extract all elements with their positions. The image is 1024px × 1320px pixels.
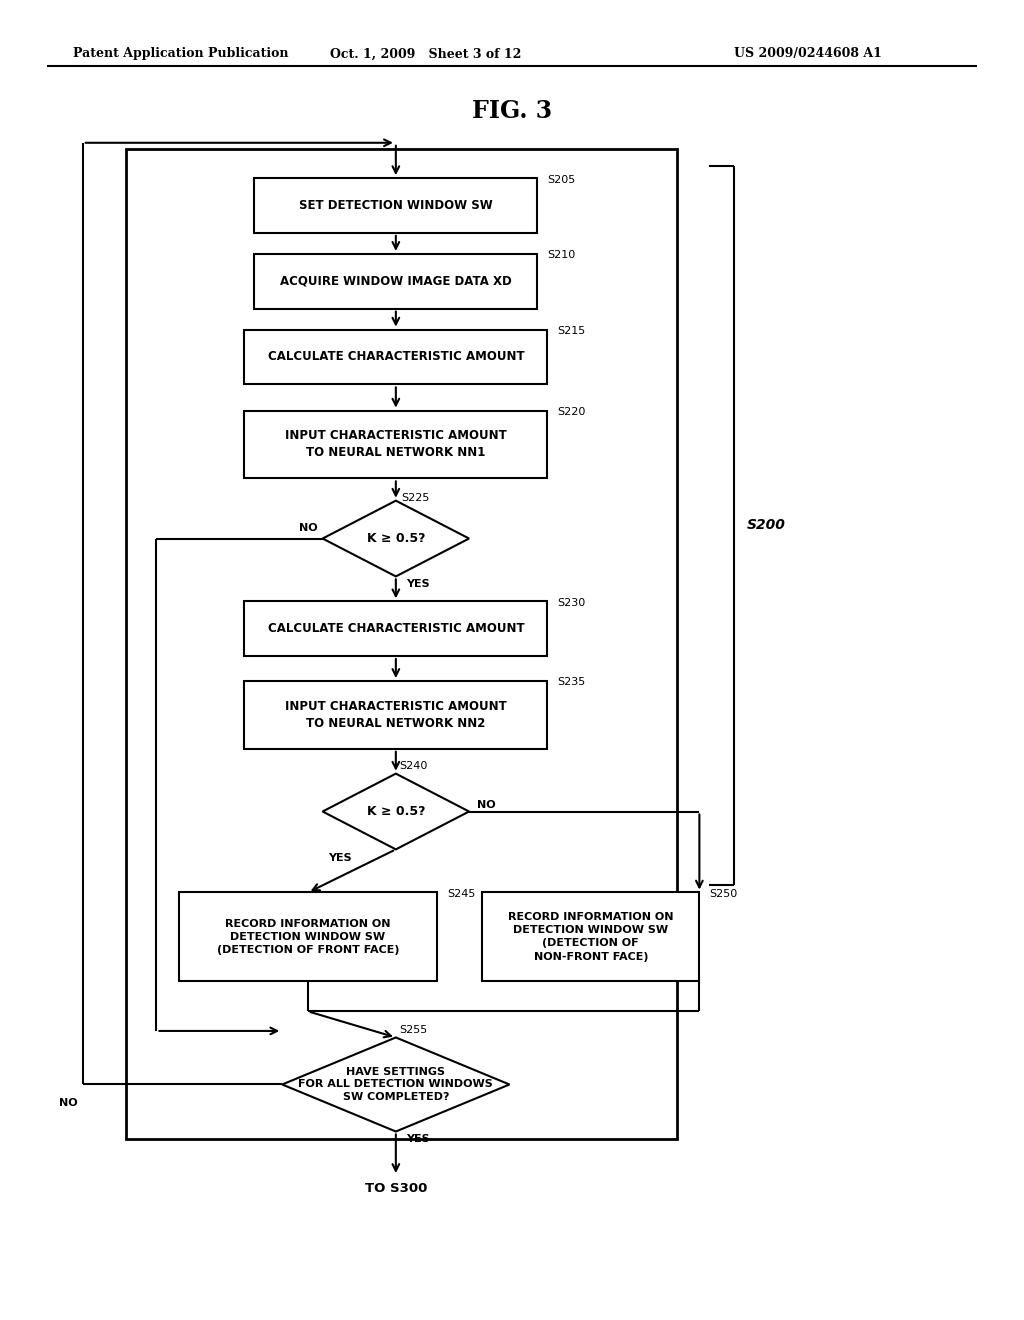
Text: CALCULATE CHARACTERISTIC AMOUNT: CALCULATE CHARACTERISTIC AMOUNT bbox=[267, 351, 524, 363]
Text: RECORD INFORMATION ON
DETECTION WINDOW SW
(DETECTION OF
NON-FRONT FACE): RECORD INFORMATION ON DETECTION WINDOW S… bbox=[508, 912, 674, 962]
FancyBboxPatch shape bbox=[245, 681, 548, 748]
Text: INPUT CHARACTERISTIC AMOUNT
TO NEURAL NETWORK NN1: INPUT CHARACTERISTIC AMOUNT TO NEURAL NE… bbox=[285, 429, 507, 459]
Text: S205: S205 bbox=[548, 174, 575, 185]
FancyBboxPatch shape bbox=[254, 253, 538, 309]
Text: ACQUIRE WINDOW IMAGE DATA XD: ACQUIRE WINDOW IMAGE DATA XD bbox=[280, 275, 512, 288]
Text: SET DETECTION WINDOW SW: SET DETECTION WINDOW SW bbox=[299, 199, 493, 213]
FancyBboxPatch shape bbox=[179, 892, 437, 981]
Text: S230: S230 bbox=[557, 598, 586, 607]
Polygon shape bbox=[323, 774, 469, 849]
Text: Oct. 1, 2009   Sheet 3 of 12: Oct. 1, 2009 Sheet 3 of 12 bbox=[331, 48, 522, 61]
Polygon shape bbox=[323, 500, 469, 577]
FancyBboxPatch shape bbox=[254, 178, 538, 232]
Text: S225: S225 bbox=[400, 494, 429, 503]
FancyBboxPatch shape bbox=[245, 411, 548, 478]
Text: S210: S210 bbox=[548, 251, 575, 260]
Text: S215: S215 bbox=[557, 326, 586, 337]
Text: NO: NO bbox=[477, 800, 496, 810]
Text: K ≥ 0.5?: K ≥ 0.5? bbox=[367, 805, 425, 818]
Text: RECORD INFORMATION ON
DETECTION WINDOW SW
(DETECTION OF FRONT FACE): RECORD INFORMATION ON DETECTION WINDOW S… bbox=[217, 919, 399, 956]
Text: YES: YES bbox=[406, 579, 429, 589]
Polygon shape bbox=[283, 1038, 510, 1131]
Text: CALCULATE CHARACTERISTIC AMOUNT: CALCULATE CHARACTERISTIC AMOUNT bbox=[267, 622, 524, 635]
Text: INPUT CHARACTERISTIC AMOUNT
TO NEURAL NETWORK NN2: INPUT CHARACTERISTIC AMOUNT TO NEURAL NE… bbox=[285, 700, 507, 730]
Text: NO: NO bbox=[59, 1097, 78, 1107]
Text: FIG. 3: FIG. 3 bbox=[472, 99, 552, 124]
Text: HAVE SETTINGS
FOR ALL DETECTION WINDOWS
SW COMPLETED?: HAVE SETTINGS FOR ALL DETECTION WINDOWS … bbox=[298, 1067, 494, 1102]
Text: US 2009/0244608 A1: US 2009/0244608 A1 bbox=[734, 48, 882, 61]
Text: S240: S240 bbox=[399, 762, 427, 771]
Text: NO: NO bbox=[299, 523, 317, 533]
Text: TO S300: TO S300 bbox=[365, 1183, 427, 1196]
FancyBboxPatch shape bbox=[245, 601, 548, 656]
Text: YES: YES bbox=[328, 853, 351, 863]
Text: S255: S255 bbox=[399, 1024, 427, 1035]
Text: S235: S235 bbox=[557, 677, 586, 688]
Text: K ≥ 0.5?: K ≥ 0.5? bbox=[367, 532, 425, 545]
Text: S200: S200 bbox=[746, 519, 785, 532]
Text: S245: S245 bbox=[446, 888, 475, 899]
Text: S250: S250 bbox=[710, 888, 737, 899]
FancyBboxPatch shape bbox=[245, 330, 548, 384]
Text: S220: S220 bbox=[557, 407, 586, 417]
Text: YES: YES bbox=[406, 1134, 429, 1144]
Text: Patent Application Publication: Patent Application Publication bbox=[73, 48, 288, 61]
FancyBboxPatch shape bbox=[482, 892, 699, 981]
